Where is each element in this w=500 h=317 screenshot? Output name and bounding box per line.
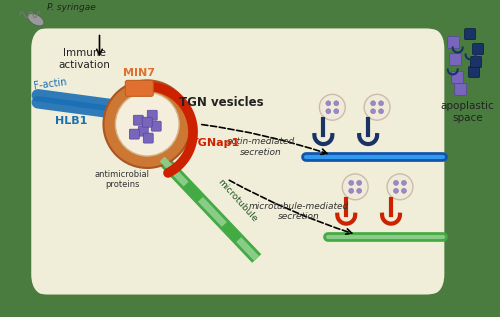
FancyBboxPatch shape	[448, 37, 460, 49]
Text: F-actin: F-actin	[32, 77, 67, 91]
FancyBboxPatch shape	[138, 126, 148, 136]
Text: microtubule: microtubule	[216, 178, 258, 224]
Circle shape	[394, 188, 398, 193]
Circle shape	[334, 109, 339, 114]
FancyBboxPatch shape	[454, 83, 466, 95]
Text: MIN7: MIN7	[124, 68, 156, 78]
Circle shape	[356, 188, 362, 193]
Text: TGNap1: TGNap1	[191, 138, 240, 148]
FancyBboxPatch shape	[452, 71, 464, 83]
FancyBboxPatch shape	[470, 56, 482, 68]
Circle shape	[116, 92, 179, 156]
Circle shape	[370, 109, 376, 114]
Circle shape	[326, 101, 331, 106]
FancyBboxPatch shape	[144, 133, 153, 143]
Ellipse shape	[28, 14, 44, 26]
Circle shape	[370, 101, 376, 106]
Text: antimicrobial
proteins: antimicrobial proteins	[95, 170, 150, 189]
Text: microtubule-mediated
secretion: microtubule-mediated secretion	[248, 202, 348, 222]
Circle shape	[402, 180, 406, 185]
FancyBboxPatch shape	[464, 29, 475, 40]
Circle shape	[378, 109, 384, 114]
Circle shape	[356, 180, 362, 185]
FancyBboxPatch shape	[134, 115, 143, 125]
Text: TGN vesicles: TGN vesicles	[179, 96, 264, 109]
Circle shape	[387, 174, 413, 200]
Circle shape	[342, 174, 368, 200]
FancyBboxPatch shape	[148, 110, 157, 120]
Circle shape	[348, 188, 354, 193]
Circle shape	[320, 94, 345, 120]
Circle shape	[402, 188, 406, 193]
FancyBboxPatch shape	[18, 19, 456, 304]
Circle shape	[378, 101, 384, 106]
FancyBboxPatch shape	[151, 121, 161, 131]
Text: HLB1: HLB1	[54, 116, 87, 126]
Circle shape	[334, 101, 339, 106]
FancyBboxPatch shape	[450, 54, 462, 66]
Text: Immune
activation: Immune activation	[58, 48, 110, 70]
Circle shape	[326, 109, 331, 114]
Circle shape	[364, 94, 390, 120]
FancyBboxPatch shape	[472, 43, 484, 55]
Circle shape	[394, 180, 398, 185]
Circle shape	[104, 81, 191, 168]
FancyBboxPatch shape	[30, 25, 446, 298]
Text: actin-mediated
secretion: actin-mediated secretion	[226, 137, 295, 157]
Circle shape	[348, 180, 354, 185]
FancyBboxPatch shape	[130, 129, 140, 139]
FancyBboxPatch shape	[126, 81, 153, 96]
Text: P. syringae: P. syringae	[47, 3, 96, 12]
FancyBboxPatch shape	[142, 117, 152, 127]
Text: apoplastic
space: apoplastic space	[441, 101, 494, 123]
FancyBboxPatch shape	[468, 67, 479, 77]
